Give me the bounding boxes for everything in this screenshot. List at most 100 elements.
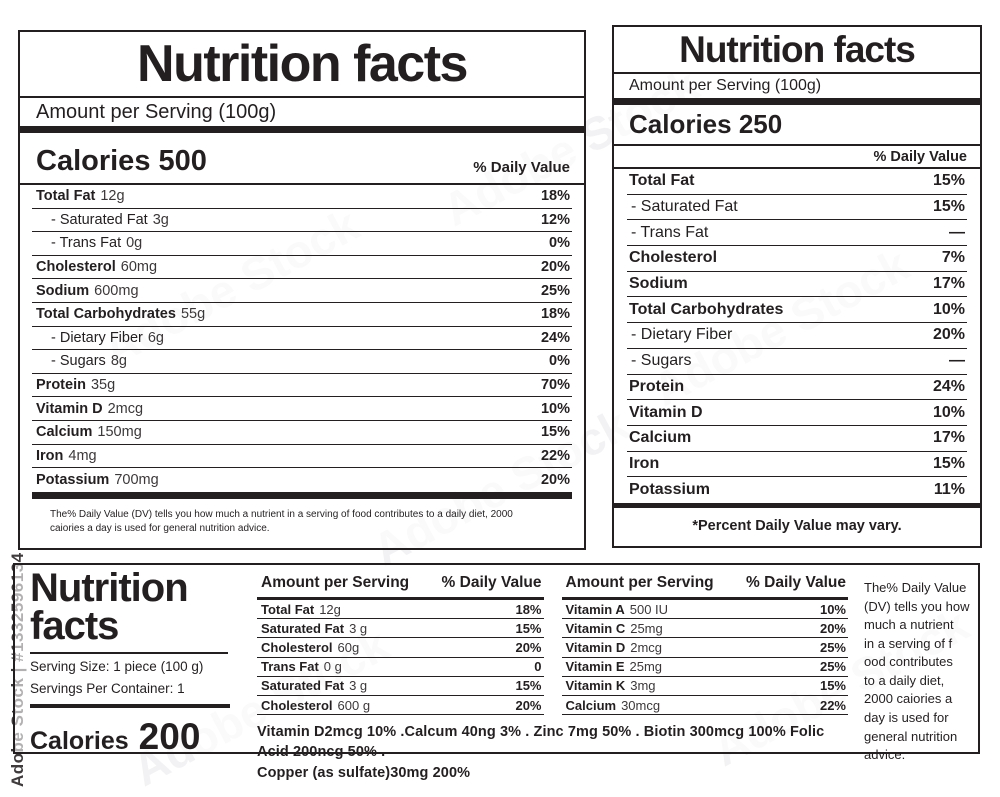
- nutrient-daily-value: 17%: [932, 429, 965, 447]
- table-header: Amount per Serving % Daily Value: [257, 574, 544, 600]
- amount-per-serving-header: Amount per Serving: [565, 574, 714, 591]
- nutrient-row: - Trans Fat —: [627, 220, 967, 247]
- nutrient-name-cell: Vitamin C 25mg: [566, 621, 663, 636]
- daily-value-header: % Daily Value: [441, 574, 542, 591]
- nutrient-name-cell: Vitamin D 2mcg: [566, 640, 663, 655]
- nutrient-amount: 8g: [110, 353, 127, 370]
- nutrient-table: Total Fat 15% - Saturated Fat 15% - Trans Fa…: [627, 169, 967, 503]
- nutrient-daily-value: 10%: [932, 300, 965, 318]
- daily-value-header: % Daily Value: [614, 146, 980, 169]
- nutrient-name: - Sugars: [51, 353, 106, 370]
- nutrient-name: Total Fat: [629, 172, 695, 190]
- nutrient-row: Sodium 17%: [627, 272, 967, 298]
- serving-size-text: Serving Size: 1 piece (100 g): [30, 659, 204, 674]
- nutrient-name-cell: Cholesterol 600 g: [261, 698, 370, 713]
- nutrient-row: Iron 15%: [627, 452, 967, 478]
- nutrient-row: Vitamin D 10%: [627, 400, 967, 426]
- nutrient-daily-value: 25%: [819, 639, 846, 655]
- table-rows: Total Fat 12g 18% Saturated Fat 3 g 15% Choles…: [257, 600, 544, 716]
- nutrient-name: Iron: [36, 447, 64, 464]
- nutrient-amount: 0g: [126, 235, 143, 252]
- nutrient-row: Vitamin D 2mcg 25%: [561, 638, 848, 658]
- nutrient-daily-value: 18%: [540, 188, 570, 205]
- nutrient-daily-value: 7%: [941, 249, 965, 267]
- nutrient-daily-value: 22%: [819, 697, 846, 713]
- nutrient-name-cell: - Dietary Fiber 6g: [36, 330, 164, 346]
- nutrient-daily-value: 20%: [540, 259, 570, 276]
- nutrient-name-cell: - Sugars 8g: [36, 353, 127, 369]
- nutrition-label-bottom: Nutrition facts Serving Size: 1 piece (1…: [13, 563, 980, 781]
- daily-value-header: % Daily Value: [473, 159, 570, 176]
- nutrient-daily-value: 20%: [515, 639, 542, 655]
- nutrient-name: - Trans Fat: [51, 235, 122, 252]
- nutrient-daily-value: 15%: [932, 172, 965, 190]
- nutrition-facts-title: Nutrition facts: [30, 568, 228, 654]
- nutrient-amount: 150mg: [97, 424, 142, 441]
- nutrient-name: Potassium: [629, 481, 710, 499]
- nutrient-name-cell: Sodium 600mg: [36, 283, 139, 299]
- nutrient-name: Cholesterol: [261, 639, 333, 655]
- nutrient-daily-value: 70%: [540, 377, 570, 394]
- nutrient-name: Calcium: [565, 697, 617, 713]
- nutrient-name: Vitamin D: [36, 400, 103, 417]
- nutrition-facts-title: Nutrition facts: [614, 27, 980, 74]
- nutrient-name: Vitamin D: [565, 639, 626, 655]
- nutrient-name-cell: - Sugars: [629, 352, 691, 370]
- nutrient-row: Sodium 600mg 25%: [32, 279, 572, 303]
- nutrient-amount: 3 g: [349, 620, 368, 636]
- nutrient-name: Sodium: [629, 275, 688, 293]
- nutrition-label-right: Nutrition facts Amount per Serving (100g…: [612, 25, 982, 548]
- nutrient-name: - Sugars: [631, 352, 692, 370]
- nutrient-row: - Sugars —: [627, 349, 967, 375]
- daily-value-header: % Daily Value: [746, 574, 846, 591]
- nutrient-row: Potassium 11%: [627, 477, 967, 503]
- nutrient-amount: 4mg: [68, 447, 97, 464]
- nutrient-name-cell: Vitamin D 2mcg: [36, 401, 143, 417]
- nutrient-daily-value: 15%: [540, 424, 570, 441]
- nutrient-name-cell: Vitamin K 3mg: [566, 678, 656, 693]
- nutrient-daily-value: 0%: [549, 235, 570, 252]
- nutrient-name-cell: Trans Fat 0 g: [261, 659, 342, 674]
- nutrient-table-right: Amount per Serving % Daily Value Vitamin…: [561, 574, 848, 716]
- nutrient-name: - Trans Fat: [631, 223, 709, 241]
- nutrient-daily-value: —: [949, 352, 965, 370]
- nutrient-name-cell: Protein: [629, 378, 684, 396]
- nutrient-row: - Saturated Fat 3g 12%: [32, 209, 572, 233]
- nutrient-name-cell: Vitamin D: [629, 404, 703, 422]
- servings-per-container-text: Servings Per Container: 1: [30, 680, 185, 696]
- nutrient-name-cell: Calcium 30mcg: [566, 698, 661, 713]
- nutrient-name: Vitamin A: [565, 601, 625, 617]
- nutrient-name: Protein: [629, 377, 685, 395]
- nutrient-row: - Dietary Fiber 20%: [627, 323, 967, 349]
- nutrient-name-cell: Iron: [629, 455, 659, 473]
- nutrient-amount: 3mg: [630, 678, 656, 694]
- nutrient-row: Vitamin K 3mg 15%: [561, 677, 848, 696]
- serving-info: Amount per Serving (100g): [20, 98, 584, 133]
- nutrient-daily-value: 15%: [932, 198, 965, 216]
- nutrient-name: - Dietary Fiber: [51, 329, 143, 346]
- table-rows: Vitamin A 500 IU 10% Vitamin C 25mg 20% Vitami…: [561, 600, 848, 716]
- nutrient-name: Vitamin E: [565, 659, 625, 675]
- nutrient-daily-value: 18%: [540, 306, 570, 323]
- nutrient-amount: 25mg: [629, 659, 663, 675]
- nutrient-name-cell: Total Fat: [629, 172, 694, 190]
- nutrient-name-cell: Vitamin E 25mg: [566, 659, 663, 674]
- calories-label: Calories: [30, 726, 129, 755]
- nutrient-table: Total Fat 12g 18% - Saturated Fat 3g 12% - Tra…: [32, 185, 572, 492]
- nutrient-row: Calcium 17%: [627, 426, 967, 452]
- nutrient-name: - Saturated Fat: [631, 198, 738, 216]
- nutrient-name: Cholesterol: [261, 697, 333, 713]
- nutrient-daily-value: —: [949, 223, 965, 241]
- nutrient-amount: 600 g: [337, 697, 371, 713]
- nutrient-row: Protein 35g 70%: [32, 374, 572, 398]
- nutrient-daily-value: 24%: [932, 377, 965, 395]
- nutrient-name: Calcium: [629, 429, 692, 447]
- nutrient-row: Potassium 700mg 20%: [32, 468, 572, 492]
- nutrient-daily-value: 10%: [540, 400, 570, 417]
- divider-bar: [30, 703, 230, 708]
- nutrient-row: Saturated Fat 3 g 15%: [257, 677, 544, 696]
- nutrition-facts-title: Nutrition facts: [20, 32, 584, 98]
- nutrient-row: Calcium 30mcg 22%: [561, 696, 848, 716]
- nutrient-name: Cholesterol: [629, 249, 718, 267]
